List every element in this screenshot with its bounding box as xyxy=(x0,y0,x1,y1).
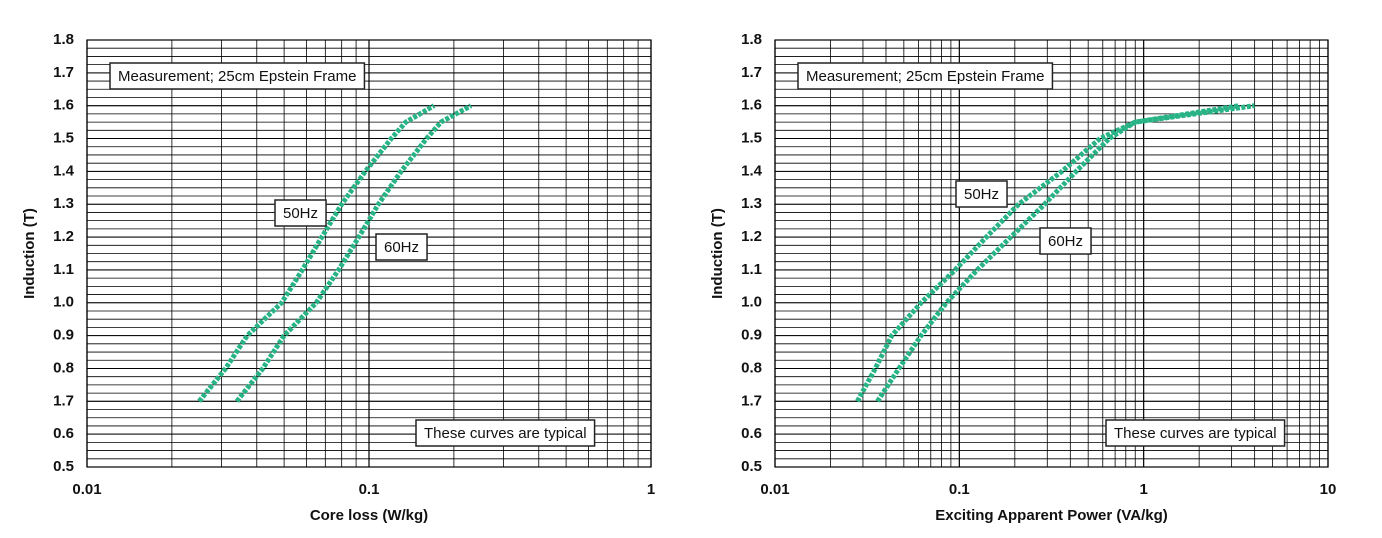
y-tick-label: 1.7 xyxy=(741,64,762,81)
label-box xyxy=(1039,227,1092,255)
label-box xyxy=(274,199,327,227)
plot-frame xyxy=(774,39,1329,468)
y-tick-label: 0.6 xyxy=(741,425,762,442)
x-tick-label: 0.1 xyxy=(949,481,970,498)
series-line xyxy=(875,103,1255,403)
y-tick-label: 1.0 xyxy=(741,294,762,311)
y-tick-label: 1.6 xyxy=(53,97,74,114)
y-tick-label: 1.2 xyxy=(53,228,74,245)
series-label: 50Hz xyxy=(964,186,999,203)
annotation-box: Measurement; 25cm Epstein Frame xyxy=(797,62,1054,90)
y-tick-label: 1.6 xyxy=(741,97,762,114)
x-tick-label: 1 xyxy=(1139,481,1147,498)
y-tick-label: 0.5 xyxy=(741,458,762,475)
annotation-box: These curves are typical xyxy=(415,419,596,447)
series-label-box: 50Hz xyxy=(274,199,327,227)
x-axis-label: Core loss (W/kg) xyxy=(310,507,428,524)
series-label-box: 60Hz xyxy=(1039,227,1092,255)
x-axis-label: Exciting Apparent Power (VA/kg) xyxy=(935,507,1168,524)
x-tick-label: 0.1 xyxy=(359,481,380,498)
label-box xyxy=(797,62,1054,90)
series-line xyxy=(197,103,436,403)
y-axis-label: Induction (T) xyxy=(21,208,38,299)
y-tick-label: 0.8 xyxy=(741,359,762,376)
y-tick-label: 1.2 xyxy=(741,228,762,245)
y-tick-label: 1.3 xyxy=(53,195,74,212)
x-tick-label: 10 xyxy=(1320,481,1337,498)
series-label-box: 50Hz xyxy=(955,180,1008,208)
label-box xyxy=(109,62,366,90)
plot-frame xyxy=(86,39,652,468)
x-tick-label: 0.01 xyxy=(760,481,789,498)
y-tick-label: 1.7 xyxy=(741,392,762,409)
label-box xyxy=(375,233,428,261)
y-tick-label: 1.5 xyxy=(53,130,74,147)
y-tick-label: 1.1 xyxy=(741,261,762,278)
y-axis-label: Induction (T) xyxy=(709,208,726,299)
y-tick-label: 1.4 xyxy=(53,162,75,179)
annotation-box: Measurement; 25cm Epstein Frame xyxy=(109,62,366,90)
y-tick-label: 0.5 xyxy=(53,458,74,475)
series-line xyxy=(855,103,1240,403)
y-tick-label: 1.7 xyxy=(53,392,74,409)
y-tick-label: 1.8 xyxy=(53,31,74,48)
series-line xyxy=(234,103,473,403)
y-tick-label: 0.9 xyxy=(741,327,762,344)
series-label: 50Hz xyxy=(283,205,318,222)
y-tick-label: 0.9 xyxy=(53,327,74,344)
annotation-box: These curves are typical xyxy=(1105,419,1286,447)
y-tick-label: 1.0 xyxy=(53,294,74,311)
y-tick-label: 1.4 xyxy=(741,162,763,179)
series-label: 60Hz xyxy=(1048,233,1083,250)
series-label-box: 60Hz xyxy=(375,233,428,261)
y-tick-label: 1.5 xyxy=(741,130,762,147)
label-box xyxy=(1105,419,1286,447)
annotation: Measurement; 25cm Epstein Frame xyxy=(118,68,356,85)
annotation: These curves are typical xyxy=(424,425,587,442)
y-tick-label: 1.3 xyxy=(741,195,762,212)
annotation: Measurement; 25cm Epstein Frame xyxy=(806,68,1044,85)
series-label: 60Hz xyxy=(384,239,419,256)
y-tick-label: 1.7 xyxy=(53,64,74,81)
x-tick-label: 1 xyxy=(647,481,655,498)
y-tick-label: 0.8 xyxy=(53,359,74,376)
label-box xyxy=(955,180,1008,208)
y-tick-label: 1.8 xyxy=(741,31,762,48)
label-box xyxy=(415,419,596,447)
annotation: These curves are typical xyxy=(1114,425,1277,442)
y-tick-label: 0.6 xyxy=(53,425,74,442)
y-tick-label: 1.1 xyxy=(53,261,74,278)
x-tick-label: 0.01 xyxy=(72,481,101,498)
